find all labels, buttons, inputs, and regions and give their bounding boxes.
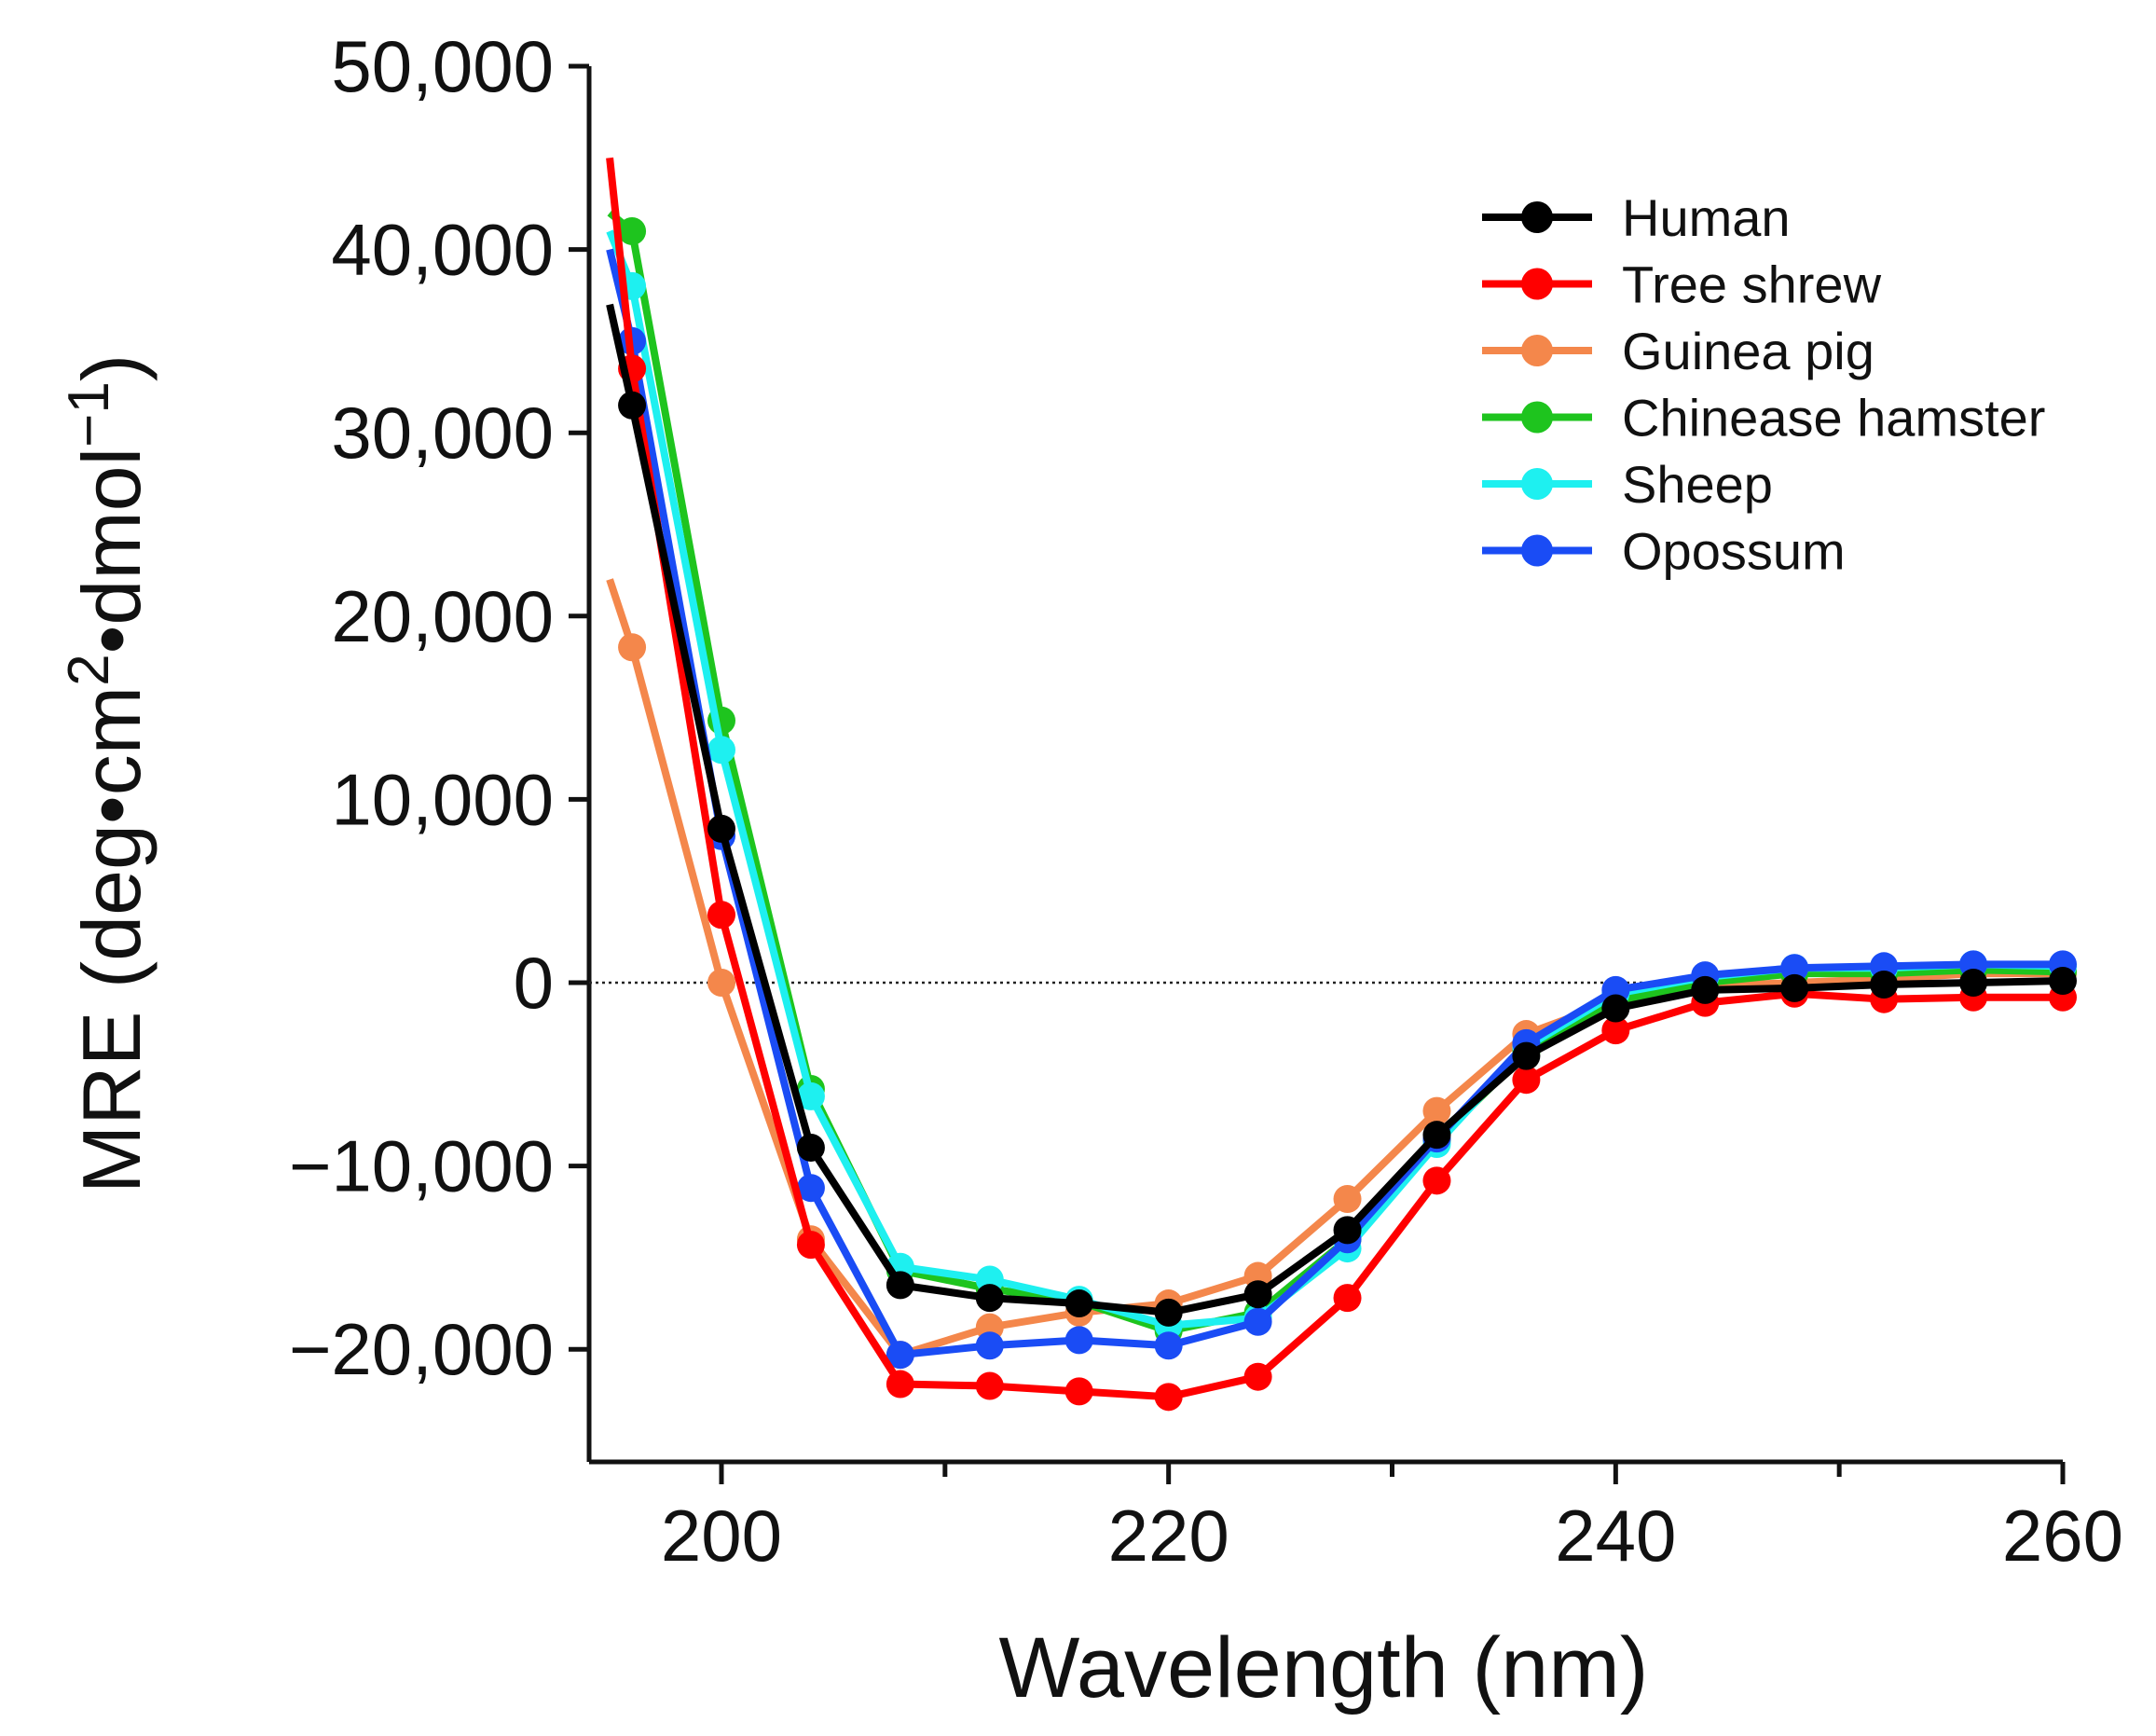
data-point-human [1959,969,1988,997]
data-point-human [886,1271,914,1300]
data-point-human [618,391,647,420]
data-point-human [1870,970,1899,999]
legend-swatch-marker [1521,468,1553,500]
x-tick-label: 240 [1555,1495,1676,1577]
data-point-opossum [886,1341,914,1370]
legend-swatch-marker [1521,401,1553,434]
data-point-opossum [1064,1326,1093,1355]
y-label-mid: •dmol [65,448,158,654]
legend-item-opossum: Opossum [1482,522,1846,581]
legend-label: Tree shrew [1622,255,1882,314]
x-tick-label: 220 [1108,1495,1229,1577]
legend-item-human: Human [1482,188,1791,247]
series-line-tree-shrew [606,157,2063,1401]
y-tick-label: 10,000 [331,758,554,840]
data-point-opossum [1780,954,1809,983]
y-tick-label: 40,000 [331,209,554,291]
x-tick-label: 260 [2002,1495,2123,1577]
legend-label: Sheep [1622,455,1773,514]
data-point-guinea-pig [1333,1184,1362,1213]
data-point-opossum [796,1174,825,1203]
data-point-human [1780,973,1809,1002]
y-label-sup2: −1 [57,381,121,448]
y-tick-label: 30,000 [331,392,554,474]
legend-label: Chinease hamster [1622,389,2045,448]
data-point-guinea-pig [707,969,735,997]
x-axis-label: Wavelength (nm) [998,1620,1648,1715]
data-point-tree-shrew [1064,1377,1093,1406]
data-point-sheep [707,736,735,765]
data-point-tree-shrew [1512,1066,1541,1095]
legend-item-chinease-hamster: Chinease hamster [1482,389,2045,448]
data-point-tree-shrew [796,1231,825,1260]
data-point-human [1333,1216,1362,1245]
y-tick-label: −20,000 [289,1308,554,1390]
y-tick-label: 50,000 [331,25,554,107]
y-axis-label: MRE (deg•cm2•dmol−1) [57,354,158,1193]
data-point-tree-shrew [1422,1166,1451,1195]
data-point-human [975,1284,1004,1313]
legend-label: Human [1622,188,1791,247]
legend-item-tree-shrew: Tree shrew [1482,255,1882,314]
data-point-tree-shrew [1154,1383,1183,1412]
data-point-human [2049,967,2077,996]
y-label-main: MRE (deg•cm [65,686,158,1193]
x-tick-label: 200 [661,1495,782,1577]
data-point-human [1064,1289,1093,1318]
data-point-sheep [796,1082,825,1110]
data-point-guinea-pig [618,633,647,662]
y-tick-label: 20,000 [331,575,554,657]
axes: −20,000 −10,000 0 10,000 20,000 30,000 40,000 5… [289,25,2123,1577]
data-point-chinease-hamster [618,216,647,245]
y-label-sup1: 2 [57,654,121,685]
data-point-guinea-pig [1422,1096,1451,1125]
legend-label: Opossum [1622,522,1846,581]
data-point-opossum [1154,1331,1183,1360]
data-point-tree-shrew [1601,1016,1630,1045]
legend-swatch-marker [1521,335,1553,366]
legend-item-sheep: Sheep [1482,455,1773,514]
data-point-human [1154,1298,1183,1327]
legend-swatch-marker [1521,201,1553,233]
data-point-tree-shrew [1333,1284,1362,1313]
legend: Human Tree shrew Guinea pig Chinease hamste… [1482,188,2045,581]
legend-swatch-marker [1521,534,1553,567]
series-opossum [606,248,2077,1370]
y-tick-label: −10,000 [289,1125,554,1207]
legend-swatch-marker [1521,268,1553,300]
series-line-opossum [606,248,2063,1359]
y-tick-label: 0 [514,942,554,1024]
data-point-human [1512,1041,1541,1070]
data-point-human [1691,975,1720,1004]
data-point-opossum [975,1331,1004,1360]
series-line-human [606,303,2064,1316]
data-point-human [1243,1280,1272,1309]
data-point-tree-shrew [1243,1362,1272,1391]
data-point-human [1422,1121,1451,1150]
series-line-chinease-hamster [607,210,2064,1335]
series-human [606,303,2077,1327]
legend-label: Guinea pig [1622,322,1874,380]
data-point-human [796,1133,825,1162]
data-point-tree-shrew [886,1370,914,1398]
series-group [606,157,2077,1412]
data-point-opossum [1243,1307,1272,1336]
data-point-human [1601,994,1630,1023]
data-point-human [707,814,735,843]
data-point-tree-shrew [975,1371,1004,1400]
legend-item-guinea-pig: Guinea pig [1482,322,1874,380]
data-point-tree-shrew [707,901,735,930]
y-label-end: ) [65,354,158,381]
